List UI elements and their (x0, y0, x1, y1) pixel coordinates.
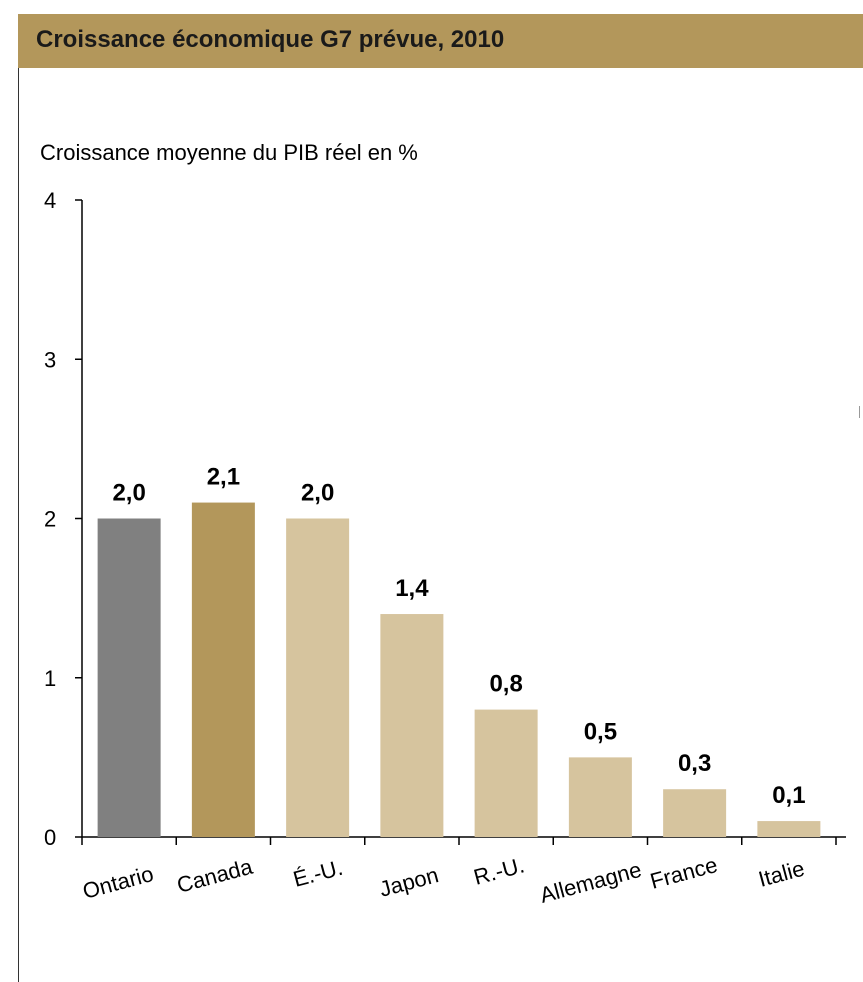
data-label: 0,8 (489, 671, 522, 698)
x-tick-label: Canada (174, 854, 256, 898)
bar (568, 757, 632, 837)
bar (757, 821, 821, 837)
bar (286, 518, 350, 837)
data-label: 1,4 (395, 575, 429, 602)
chart-header: Croissance économique G7 prévue, 2010 (18, 14, 863, 68)
frame-right-tick (859, 406, 860, 418)
y-tick-label: 1 (44, 666, 56, 691)
data-labels: 2,0 2,1 2,0 1,4 0,8 0,5 0,3 0,1 (112, 464, 805, 810)
bar (380, 614, 444, 837)
data-label: 0,1 (772, 782, 805, 809)
y-axis-label: Croissance moyenne du PIB réel en % (40, 140, 418, 165)
data-label: 2,0 (112, 480, 145, 507)
bar (191, 502, 255, 837)
x-tick-labels: Ontario Canada É.-U. Japon R.-U. Allemagne Fra… (80, 852, 807, 908)
y-tick-label: 0 (44, 825, 56, 850)
axes: 0 1 2 3 4 (44, 188, 846, 850)
x-tick-label: Japon (377, 862, 441, 902)
x-tick-label: France (647, 852, 720, 894)
y-tick-label: 4 (44, 188, 56, 213)
y-tick-label: 2 (44, 507, 56, 532)
x-tick-label: É.-U. (290, 855, 345, 892)
x-tick-label: Italie (756, 856, 807, 892)
data-label: 0,5 (584, 718, 617, 745)
y-tick-label: 3 (44, 347, 56, 372)
bar (474, 709, 538, 837)
x-tick-label: Allemagne (537, 857, 644, 908)
x-tick-label: R.-U. (471, 852, 527, 889)
chart-title: Croissance économique G7 prévue, 2010 (36, 26, 505, 53)
frame-left-border (18, 68, 19, 982)
data-label: 2,0 (301, 480, 334, 507)
data-label: 2,1 (207, 464, 240, 491)
bar (663, 789, 727, 837)
data-label: 0,3 (678, 750, 711, 777)
bar (97, 518, 161, 837)
x-tick-label: Ontario (80, 861, 156, 904)
bars (97, 502, 821, 837)
